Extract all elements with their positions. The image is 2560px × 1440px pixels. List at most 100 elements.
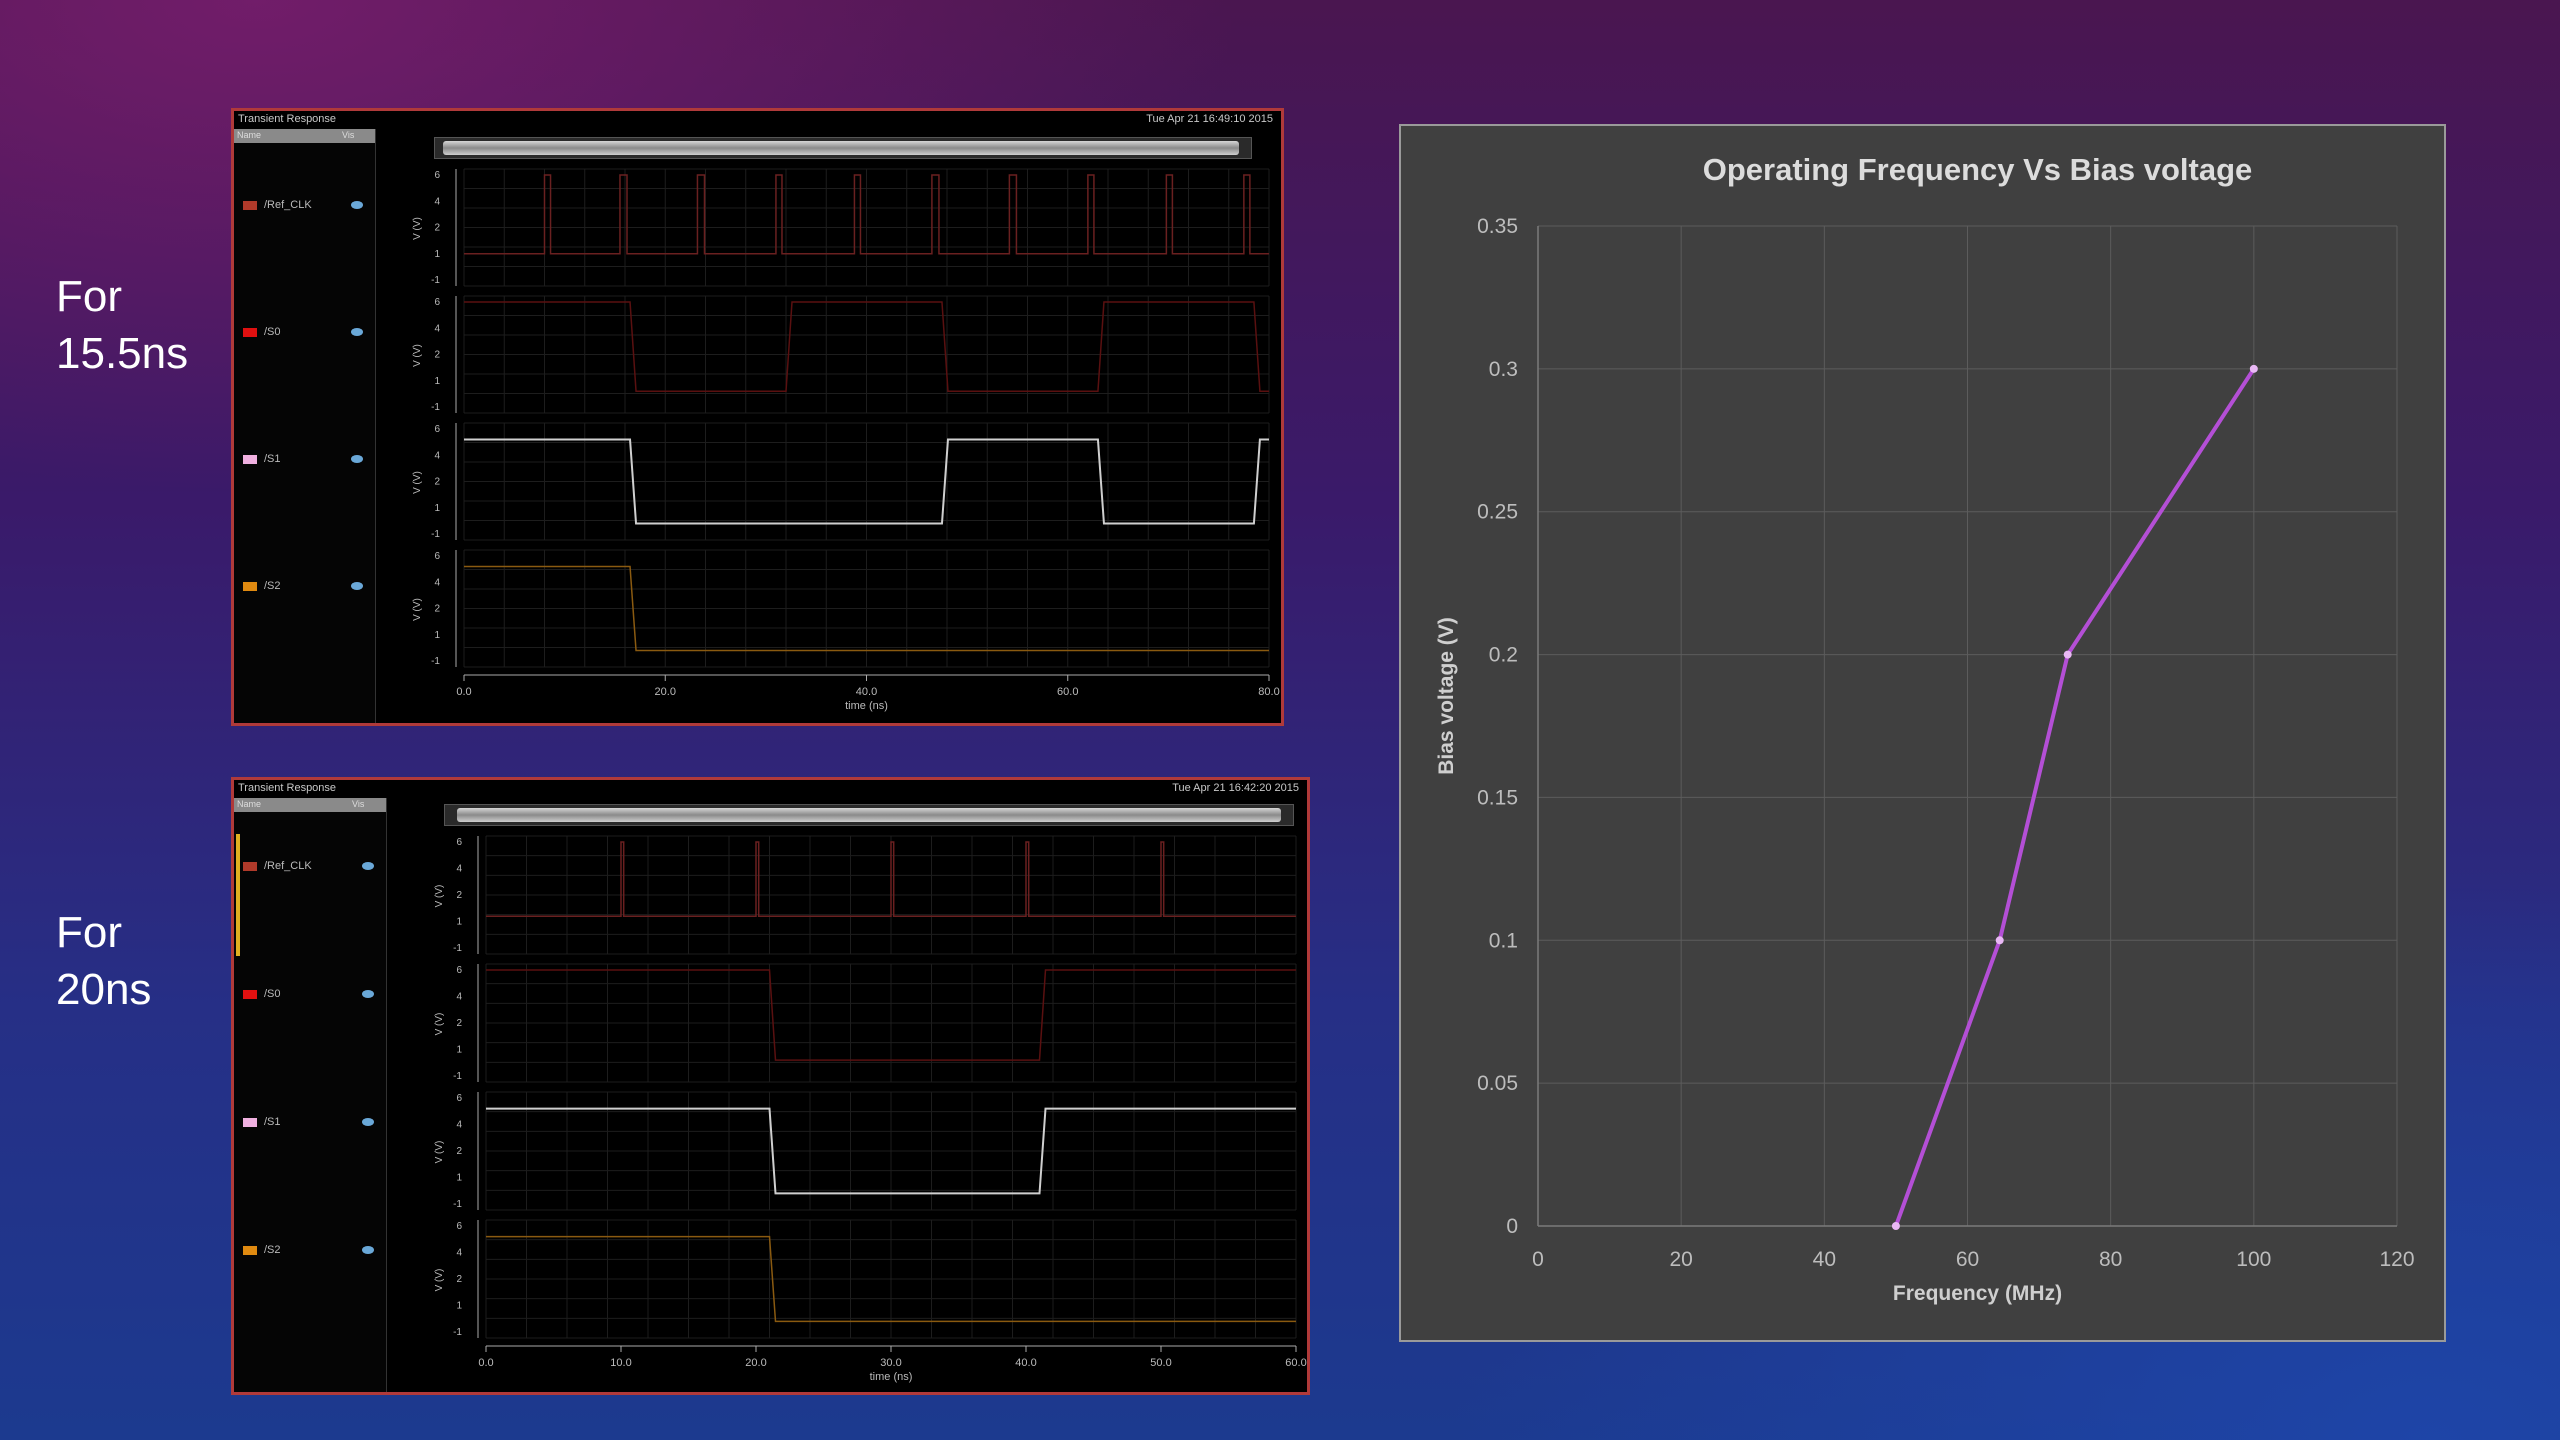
y-tick-label: 4: [434, 323, 440, 334]
waveform-title: Transient Response: [238, 782, 337, 794]
x-tick-label: 40.0: [1015, 1357, 1036, 1369]
signal-name: /Ref_CLK: [264, 860, 312, 872]
x-tick-label: 40: [1813, 1248, 1836, 1271]
data-point: [2249, 364, 2258, 373]
chart-title: Operating Frequency Vs Bias voltage: [1703, 152, 2253, 187]
eye-icon[interactable]: [351, 201, 363, 209]
signal-color-swatch: [243, 1246, 257, 1255]
scrollbar-thumb[interactable]: [443, 141, 1239, 155]
eye-icon[interactable]: [351, 328, 363, 336]
waveform-window-20ns: Transient Response Tue Apr 21 16:42:20 2…: [231, 777, 1310, 1395]
signal-trace-refclk: [464, 174, 1269, 255]
y-tick-label: 0.2: [1489, 644, 1518, 667]
eye-icon[interactable]: [362, 990, 374, 998]
chart-svg: 0 20 40 60 80 100 120 0 0.05 0.1 0.15 0.2 0.25 0.3 0.3…: [1435, 152, 2415, 1305]
signal-trace-s0: [464, 301, 1269, 392]
signal-color-swatch: [243, 862, 257, 871]
signal-name: /S0: [264, 988, 281, 1000]
x-tick-label: 40.0: [856, 686, 877, 698]
eye-icon[interactable]: [362, 862, 374, 870]
y-tick-label: -1: [431, 275, 440, 286]
signal-trace-s1: [486, 1107, 1296, 1195]
y-axis-title: Bias voltage (V): [1435, 617, 1458, 775]
data-point: [2063, 650, 2072, 659]
y-tick-label: 2: [434, 477, 440, 488]
y-tick-label: 0.15: [1477, 786, 1518, 809]
y-tick-label: 6: [434, 297, 440, 308]
waveform-date: Tue Apr 21 16:49:10 2015: [1146, 113, 1273, 125]
eye-icon[interactable]: [351, 582, 363, 590]
y-tick-label: 4: [456, 992, 462, 1003]
signal-color-swatch: [243, 582, 257, 591]
y-tick-label: 4: [456, 864, 462, 875]
signal-row-ref-clk[interactable]: /Ref_CLK: [234, 197, 375, 215]
x-tick-label: 80.0: [1258, 686, 1279, 698]
legend-header: Name Vis: [234, 798, 386, 812]
bias-voltage-chart: 0 20 40 60 80 100 120 0 0.05 0.1 0.15 0.2 0.25 0.3 0.3…: [1399, 124, 2446, 1342]
selection-marker: [236, 834, 240, 956]
y-axis-label: V (V): [412, 344, 423, 367]
signal-name: /S2: [264, 580, 281, 592]
signal-color-swatch: [243, 455, 257, 464]
eye-icon[interactable]: [362, 1118, 374, 1126]
signal-row-s2[interactable]: /S2: [234, 1242, 386, 1260]
signal-color-swatch: [243, 1118, 257, 1127]
waveform-plot-area: 6 4 2 1 -1 V (V) 6 4 2 1 -1 V (V) 6 4 2 1 -1 V (V) 6 4 2 1 -1 V…: [412, 168, 1280, 712]
x-tick-label: 60: [1956, 1248, 1979, 1271]
signal-row-s0[interactable]: /S0: [234, 324, 375, 342]
eye-icon[interactable]: [351, 455, 363, 463]
y-tick-label: 1: [434, 503, 440, 514]
scrollbar-thumb[interactable]: [457, 808, 1281, 822]
y-axis-label: V (V): [434, 1269, 445, 1292]
y-tick-label: 1: [456, 1173, 462, 1184]
y-tick-label: 2: [434, 604, 440, 615]
y-axis-label: V (V): [412, 471, 423, 494]
y-tick-label: 4: [434, 577, 440, 588]
y-tick-label: 6: [434, 551, 440, 562]
y-tick-label: 2: [456, 1018, 462, 1029]
time-scrollbar[interactable]: [444, 804, 1294, 826]
y-axis-label: V (V): [434, 1141, 445, 1164]
x-tick-label: 0.0: [478, 1357, 493, 1369]
signal-name: /S1: [264, 453, 281, 465]
y-tick-label: -1: [453, 1071, 462, 1082]
legend-header: Name Vis: [234, 129, 375, 143]
x-tick-label: 60.0: [1285, 1357, 1306, 1369]
y-axis-label: V (V): [434, 1013, 445, 1036]
signal-name: /S2: [264, 1244, 281, 1256]
y-tick-label: 0.25: [1477, 501, 1518, 524]
waveform-title: Transient Response: [238, 113, 337, 125]
eye-icon[interactable]: [362, 1246, 374, 1254]
y-tick-label: 4: [434, 196, 440, 207]
signal-trace-s2: [486, 1235, 1296, 1323]
x-tick-label: 30.0: [880, 1357, 901, 1369]
y-axis-label: V (V): [412, 217, 423, 240]
y-tick-label: 2: [456, 890, 462, 901]
signal-row-s1[interactable]: /S1: [234, 451, 375, 469]
signal-trace-refclk: [486, 841, 1296, 917]
signal-row-s1[interactable]: /S1: [234, 1114, 386, 1132]
label-value-bottom: 20ns: [56, 965, 152, 1014]
y-tick-label: 6: [434, 170, 440, 181]
waveform-plot-area: 6 4 2 1 -1 V (V) 6 4 2 1 -1 V (V) 6 4 2 1 -1 V (V) 6 4 2 1 -1 V…: [434, 835, 1307, 1383]
y-tick-label: 0.35: [1477, 215, 1518, 238]
signal-row-ref-clk[interactable]: /Ref_CLK: [234, 858, 386, 876]
x-tick-label: 20.0: [655, 686, 676, 698]
y-tick-label: 1: [434, 376, 440, 387]
x-axis-title: Frequency (MHz): [1893, 1282, 2062, 1305]
y-tick-label: 1: [434, 630, 440, 641]
y-axis-label: V (V): [434, 885, 445, 908]
x-tick-label: 50.0: [1150, 1357, 1171, 1369]
y-tick-label: 1: [434, 249, 440, 260]
label-15-5ns: For 15.5ns: [56, 268, 188, 382]
signal-name: /S1: [264, 1116, 281, 1128]
signal-name: /S0: [264, 326, 281, 338]
legend-header-name: Name: [237, 799, 262, 809]
label-value-top: 15.5ns: [56, 329, 189, 378]
signal-row-s0[interactable]: /S0: [234, 986, 386, 1004]
y-tick-label: 1: [456, 1045, 462, 1056]
signal-row-s2[interactable]: /S2: [234, 578, 375, 596]
plot-grid: [463, 168, 1270, 668]
signal-legend: Name Vis /Ref_CLK /S0 /S1 /S2: [234, 129, 376, 723]
time-scrollbar[interactable]: [434, 137, 1252, 159]
